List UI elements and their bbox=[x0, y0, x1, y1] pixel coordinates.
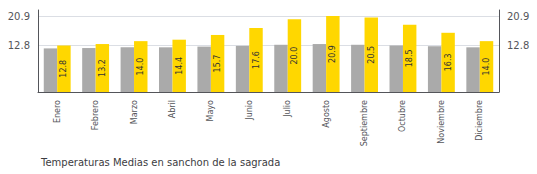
svg-text:12.8: 12.8 bbox=[8, 40, 30, 51]
svg-text:Marzo: Marzo bbox=[130, 100, 139, 124]
svg-text:Agosto: Agosto bbox=[322, 100, 331, 128]
svg-text:Febrero: Febrero bbox=[91, 100, 100, 130]
svg-text:Noviembre: Noviembre bbox=[437, 100, 446, 144]
svg-text:Octubre: Octubre bbox=[398, 100, 407, 132]
svg-text:13.2: 13.2 bbox=[98, 59, 107, 77]
svg-text:18.5: 18.5 bbox=[405, 49, 414, 67]
svg-text:15.7: 15.7 bbox=[213, 55, 222, 73]
svg-text:Septiembre: Septiembre bbox=[360, 100, 369, 146]
svg-text:16.3: 16.3 bbox=[444, 53, 453, 71]
svg-text:Mayo: Mayo bbox=[206, 100, 215, 122]
svg-text:20.0: 20.0 bbox=[290, 47, 299, 65]
svg-text:20.9: 20.9 bbox=[507, 11, 529, 22]
svg-text:Enero: Enero bbox=[53, 100, 62, 123]
svg-text:14.0: 14.0 bbox=[136, 58, 145, 76]
svg-text:14.0: 14.0 bbox=[482, 58, 491, 76]
svg-text:12.8: 12.8 bbox=[59, 60, 68, 78]
svg-text:20.5: 20.5 bbox=[367, 46, 376, 64]
svg-text:Julio: Julio bbox=[283, 100, 292, 118]
svg-text:20.9: 20.9 bbox=[8, 11, 30, 22]
svg-text:14.4: 14.4 bbox=[175, 57, 184, 75]
svg-text:Junio: Junio bbox=[245, 100, 254, 121]
svg-text:Temperaturas Medias en sanchon: Temperaturas Medias en sanchon de la sag… bbox=[40, 157, 280, 168]
svg-text:Diciembre: Diciembre bbox=[475, 100, 484, 141]
svg-text:20.9: 20.9 bbox=[328, 45, 337, 63]
svg-text:Abril: Abril bbox=[168, 100, 177, 118]
svg-text:12.8: 12.8 bbox=[507, 40, 529, 51]
svg-text:17.6: 17.6 bbox=[252, 51, 261, 69]
